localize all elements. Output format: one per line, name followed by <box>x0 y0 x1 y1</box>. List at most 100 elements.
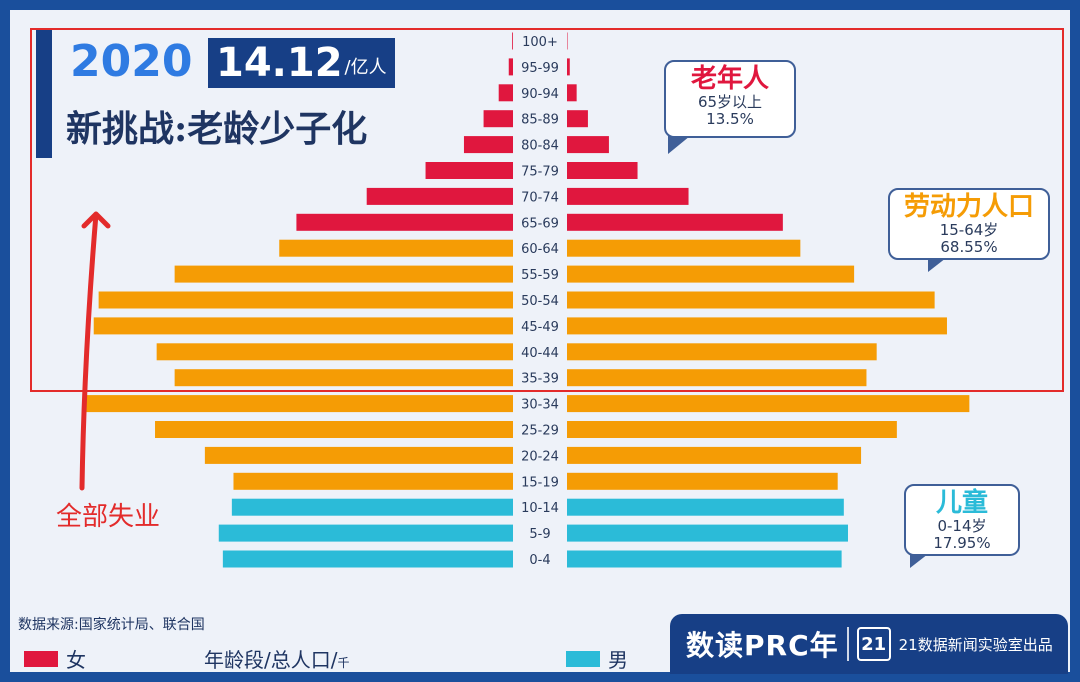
brand-logo: 21 <box>856 627 891 661</box>
annotation-arrow <box>79 211 111 491</box>
bar-female-75-79 <box>425 162 513 179</box>
bar-female-5-9 <box>218 524 513 542</box>
bar-female-40-44 <box>156 343 513 361</box>
bar-female-35-39 <box>174 369 513 387</box>
bar-male-70-74 <box>567 187 689 205</box>
age-label-45-49: 45-49 <box>521 320 559 335</box>
axis-caption: 年龄段/总人口/千 <box>204 644 350 673</box>
bar-female-50-54 <box>98 291 513 309</box>
bar-male-45-49 <box>567 317 947 335</box>
chart-subtitle: 新挑战:老龄少子化 <box>66 108 368 150</box>
brand-title: 数读PRC年 <box>686 629 839 662</box>
age-label-50-54: 50-54 <box>521 294 559 309</box>
axis-caption-text: 年龄段/总人口/ <box>204 648 338 672</box>
bar-male-5-9 <box>567 524 848 542</box>
age-label-100+: 100+ <box>522 35 558 50</box>
bar-male-20-24 <box>567 446 862 464</box>
age-label-70-74: 70-74 <box>521 190 559 205</box>
legend-female: 女 <box>24 644 86 673</box>
data-source: 数据来源:国家统计局、联合国 <box>18 617 205 633</box>
bar-male-40-44 <box>567 343 877 361</box>
brand-divider <box>846 627 849 661</box>
age-label-35-39: 35-39 <box>521 372 559 387</box>
bar-male-90-94 <box>567 84 577 102</box>
age-label-85-89: 85-89 <box>521 113 559 128</box>
callout-labor-range: 15-64岁 <box>939 221 999 239</box>
legend-female-label: 女 <box>66 648 86 672</box>
axis-caption-unit: 千 <box>337 656 350 670</box>
bar-female-0-4 <box>222 550 513 568</box>
age-label-65-69: 65-69 <box>521 216 559 231</box>
bar-female-95-99 <box>508 58 513 76</box>
legend-female-swatch <box>24 650 58 667</box>
age-label-90-94: 90-94 <box>521 87 559 102</box>
bar-female-70-74 <box>366 187 513 205</box>
bar-male-80-84 <box>567 136 609 154</box>
bar-male-15-19 <box>567 472 838 490</box>
callout-children-title: 儿童 <box>935 488 988 518</box>
bar-female-85-89 <box>483 110 513 128</box>
callout-labor: 劳动力人口 15-64岁 68.55% <box>888 188 1050 260</box>
bar-female-100+ <box>512 32 513 50</box>
population-value: 14.12 <box>216 40 343 86</box>
age-label-20-24: 20-24 <box>521 449 559 464</box>
bar-male-25-29 <box>567 421 897 438</box>
callout-children-share: 17.95% <box>933 534 991 552</box>
bar-male-85-89 <box>567 110 588 128</box>
callout-elderly-tail <box>668 136 690 154</box>
bar-female-45-49 <box>93 317 513 335</box>
bar-male-50-54 <box>567 291 935 309</box>
bar-male-55-59 <box>567 265 855 283</box>
bar-female-20-24 <box>204 446 513 464</box>
callout-labor-tail <box>928 258 946 272</box>
age-label-80-84: 80-84 <box>521 139 559 154</box>
callout-children-range: 0-14岁 <box>937 517 987 535</box>
legend-male: 男 <box>566 644 628 673</box>
bar-female-30-34 <box>83 395 513 413</box>
callout-children: 儿童 0-14岁 17.95% <box>904 484 1020 556</box>
age-label-30-34: 30-34 <box>521 398 559 413</box>
callout-labor-share: 68.55% <box>940 238 998 256</box>
bar-female-15-19 <box>233 472 513 490</box>
brand-credit: 21数据新闻实验室出品 <box>898 635 1053 654</box>
age-label-15-19: 15-19 <box>521 475 559 490</box>
bar-female-80-84 <box>463 136 513 154</box>
age-label-60-64: 60-64 <box>521 242 559 257</box>
age-label-75-79: 75-79 <box>521 165 559 180</box>
bar-male-30-34 <box>567 395 970 413</box>
highlight-frame <box>30 28 1064 392</box>
age-label-55-59: 55-59 <box>521 268 559 283</box>
bar-male-35-39 <box>567 369 867 387</box>
bar-female-60-64 <box>279 239 513 257</box>
age-label-95-99: 95-99 <box>521 61 559 76</box>
bar-male-75-79 <box>567 162 638 179</box>
bar-male-10-14 <box>567 498 844 516</box>
population-badge: 14.12 /亿人 <box>208 38 395 88</box>
callout-elderly-range: 65岁以上 <box>697 93 763 111</box>
bar-male-65-69 <box>567 213 783 231</box>
bar-male-95-99 <box>567 58 570 76</box>
callout-elderly-title: 老年人 <box>690 64 769 94</box>
chart-panel <box>10 10 1070 672</box>
brand-banner: 数读PRC年 21 21数据新闻实验室出品 <box>670 614 1068 674</box>
callout-labor-title: 劳动力人口 <box>903 192 1034 222</box>
callout-elderly: 老年人 65岁以上 13.5% <box>664 60 796 138</box>
legend-male-label: 男 <box>608 648 628 672</box>
population-unit: /亿人 <box>344 57 387 78</box>
age-label-5-9: 5-9 <box>529 527 550 542</box>
age-label-0-4: 0-4 <box>529 553 550 568</box>
legend-male-swatch <box>566 650 600 667</box>
bar-male-60-64 <box>567 239 801 257</box>
age-label-10-14: 10-14 <box>521 501 559 516</box>
bar-female-25-29 <box>155 421 513 438</box>
age-label-25-29: 25-29 <box>521 424 559 439</box>
bar-male-0-4 <box>567 550 842 568</box>
annotation-note: 全部失业 <box>56 502 161 532</box>
bar-female-90-94 <box>498 84 513 102</box>
age-label-40-44: 40-44 <box>521 346 559 361</box>
title-accent-bar <box>36 30 52 158</box>
bar-female-65-69 <box>296 213 513 231</box>
bar-female-55-59 <box>174 265 513 283</box>
year-label: 2020 <box>70 36 193 87</box>
